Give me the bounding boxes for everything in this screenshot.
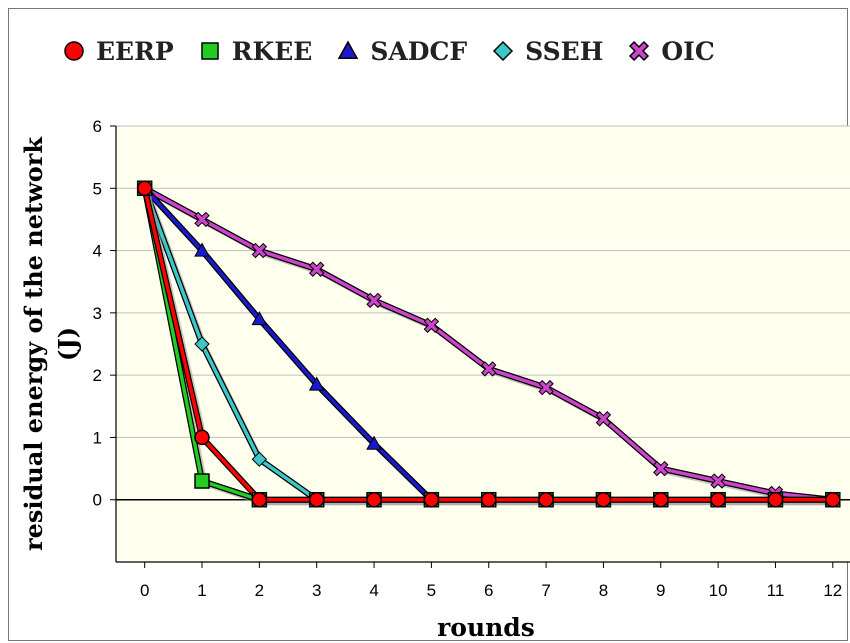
- series-line-sadcf: [143, 187, 433, 501]
- legend-marker-diamond-icon: [493, 40, 514, 62]
- data-point-rkee: [194, 473, 210, 489]
- data-point-sadcf: [366, 435, 382, 450]
- y-tick-label: 3: [93, 304, 102, 323]
- data-point-sseh: [194, 336, 210, 352]
- data-point-eerp: [366, 491, 382, 508]
- y-tick-label: 2: [93, 366, 102, 385]
- data-point-oic: [194, 211, 210, 228]
- data-point-oic: [538, 379, 554, 396]
- x-tick-label: 8: [599, 581, 608, 600]
- data-point-oic: [423, 317, 440, 334]
- data-point-eerp: [595, 491, 612, 508]
- legend-label: RKEE: [231, 36, 313, 66]
- x-tick-label: 7: [541, 581, 550, 600]
- legend-marker-cross-icon: [629, 40, 650, 62]
- data-point-eerp: [538, 491, 554, 508]
- data-point-eerp: [308, 491, 325, 508]
- legend-marker-triangle-icon: [338, 40, 359, 59]
- y-axis-title: residual energy of the network: [19, 136, 48, 551]
- data-point-sadcf: [308, 376, 325, 391]
- x-tick-label: 9: [656, 581, 665, 600]
- x-tick-label: 4: [369, 581, 378, 600]
- data-point-eerp: [653, 491, 669, 508]
- data-point-eerp: [825, 491, 841, 508]
- data-point-oic: [653, 460, 669, 477]
- x-tick-label: 6: [484, 581, 493, 600]
- data-point-sadcf: [194, 242, 210, 257]
- legend-label: SADCF: [370, 36, 468, 66]
- legend-item-sadcf: SADCF: [336, 37, 467, 66]
- y-tick-label: 0: [93, 491, 102, 510]
- data-point-oic: [366, 292, 382, 309]
- legend-marker-circle-icon: [64, 41, 84, 61]
- data-point-oic: [308, 261, 325, 277]
- data-point-eerp: [480, 491, 497, 508]
- y-tick-label: 1: [93, 428, 102, 447]
- chart-legend: EERP RKEE SADCF SSEH OIC: [0, 26, 850, 76]
- data-point-oic: [595, 411, 612, 427]
- data-point-eerp: [767, 491, 784, 508]
- x-tick-label: 0: [140, 581, 149, 600]
- data-point-oic: [481, 361, 497, 377]
- y-tick-label: 5: [93, 179, 102, 198]
- legend-item-rkee: RKEE: [198, 36, 313, 66]
- x-tick-label: 10: [709, 581, 728, 600]
- x-tick-label: 1: [197, 581, 206, 600]
- x-tick-label: 3: [312, 581, 321, 600]
- x-tick-label: 11: [767, 581, 785, 600]
- legend-item-eerp: EERP: [62, 37, 174, 66]
- data-point-eerp: [251, 491, 268, 508]
- legend-label: SSEH: [525, 36, 604, 66]
- series-line-sseh: [143, 187, 318, 502]
- data-point-eerp: [423, 491, 440, 508]
- y-axis-title-unit: (J): [53, 327, 82, 361]
- data-point-eerp: [194, 429, 210, 446]
- y-tick-label: 6: [93, 117, 102, 136]
- legend-item-oic: OIC: [627, 36, 715, 66]
- x-tick-label: 5: [427, 581, 436, 600]
- data-point-sseh: [251, 451, 268, 467]
- x-tick-label: 12: [823, 581, 842, 600]
- data-point-eerp: [136, 180, 153, 197]
- data-point-oic: [251, 242, 268, 259]
- data-point-oic: [710, 473, 726, 489]
- legend-label: OIC: [661, 36, 715, 66]
- data-point-sadcf: [251, 311, 268, 326]
- legend-item-sseh: SSEH: [491, 37, 603, 66]
- x-tick-label: 2: [255, 581, 264, 600]
- legend-marker-square-icon: [200, 42, 219, 60]
- y-tick-label: 4: [93, 242, 102, 261]
- plot-area: [116, 126, 850, 562]
- legend-label: EERP: [96, 36, 174, 66]
- data-point-eerp: [710, 491, 726, 508]
- x-axis-title: rounds: [437, 613, 535, 642]
